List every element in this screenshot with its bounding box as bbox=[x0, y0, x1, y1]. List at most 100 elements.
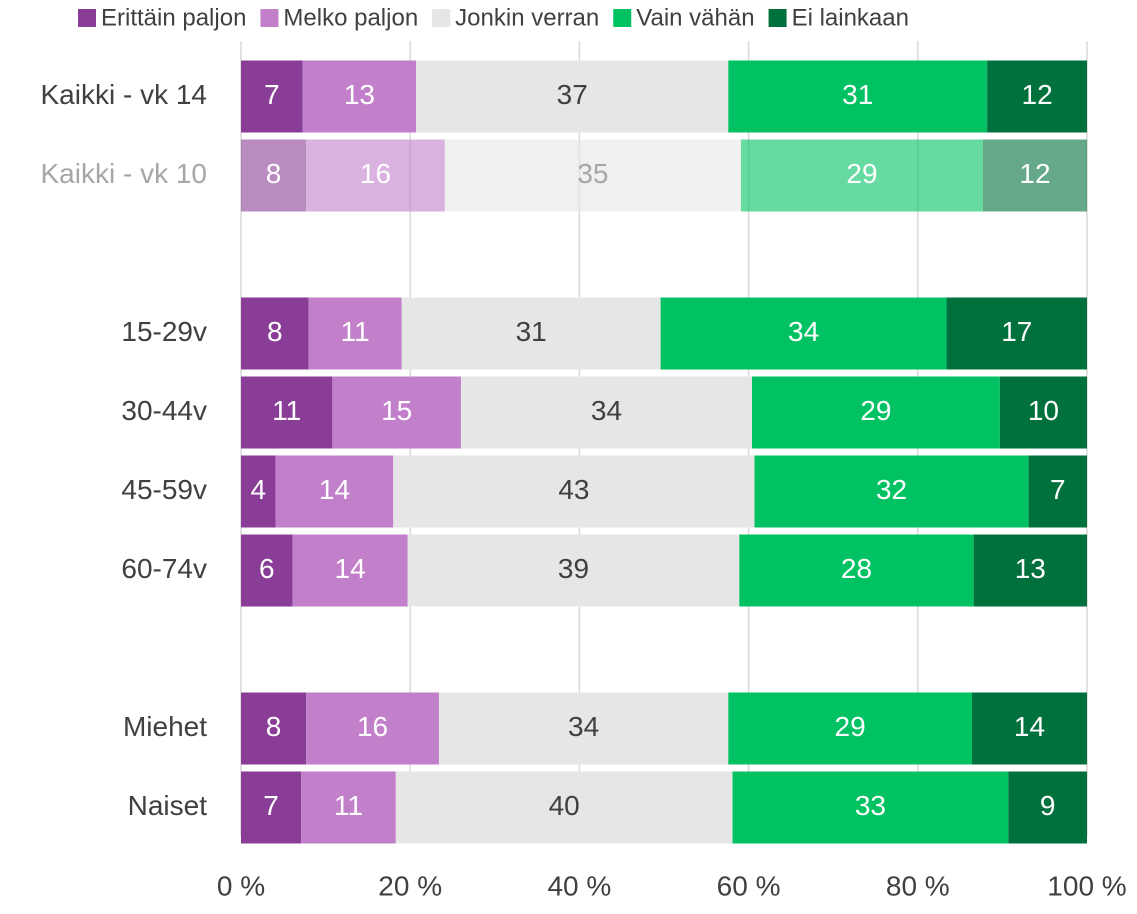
data-label: 43 bbox=[558, 474, 589, 505]
data-label: 40 bbox=[549, 790, 580, 821]
bar-segment bbox=[292, 534, 408, 607]
data-label: 11 bbox=[334, 790, 363, 821]
legend-swatch bbox=[613, 9, 632, 27]
bar-segment bbox=[982, 139, 1087, 212]
category-label: Kaikki - vk 14 bbox=[41, 79, 208, 110]
bar-segment bbox=[302, 60, 417, 133]
data-label: 14 bbox=[1014, 711, 1045, 742]
data-label: 14 bbox=[335, 553, 366, 584]
bar-segment bbox=[407, 534, 740, 607]
category-label: 60-74v bbox=[121, 553, 207, 584]
data-label: 7 bbox=[1050, 474, 1066, 505]
category-label: 15-29v bbox=[121, 316, 207, 347]
data-label: 29 bbox=[860, 395, 891, 426]
bar-segment bbox=[301, 771, 396, 844]
bar-segment bbox=[401, 297, 661, 370]
bar-segment bbox=[241, 455, 276, 528]
bar-segment bbox=[241, 139, 307, 212]
bar-segment bbox=[306, 692, 439, 765]
category-label: 45-59v bbox=[121, 474, 207, 505]
data-label: 32 bbox=[876, 474, 907, 505]
bar-segment bbox=[241, 534, 293, 607]
bar-segment bbox=[999, 376, 1087, 449]
data-label: 35 bbox=[577, 158, 608, 189]
category-label: Kaikki - vk 10 bbox=[41, 158, 208, 189]
bar-segment bbox=[332, 376, 461, 449]
x-tick-label: 80 % bbox=[886, 870, 950, 901]
bar-segment bbox=[241, 297, 309, 370]
bar-segment bbox=[395, 771, 733, 844]
legend-label: Melko paljon bbox=[283, 4, 418, 31]
data-label: 13 bbox=[1015, 553, 1046, 584]
bar-segment bbox=[241, 60, 303, 133]
data-label: 31 bbox=[842, 79, 873, 110]
data-label: 34 bbox=[568, 711, 599, 742]
data-label: 6 bbox=[259, 553, 275, 584]
category-label: 30-44v bbox=[121, 395, 207, 426]
data-label: 8 bbox=[266, 711, 282, 742]
bar-segment bbox=[444, 139, 741, 212]
data-label: 8 bbox=[266, 158, 282, 189]
bar-segment bbox=[241, 376, 333, 449]
data-label: 14 bbox=[319, 474, 350, 505]
data-label: 17 bbox=[1001, 316, 1032, 347]
x-tick-label: 40 % bbox=[547, 870, 611, 901]
bar-segment bbox=[739, 534, 974, 607]
bar-segment bbox=[1008, 771, 1087, 844]
bar-segment bbox=[751, 376, 1000, 449]
data-label: 8 bbox=[267, 316, 283, 347]
bar-segment bbox=[241, 771, 302, 844]
data-label: 15 bbox=[381, 395, 412, 426]
bar-segment bbox=[732, 771, 1009, 844]
bar-segment bbox=[438, 692, 729, 765]
data-label: 39 bbox=[558, 553, 589, 584]
data-label: 12 bbox=[1022, 79, 1053, 110]
legend-label: Vain vähän bbox=[636, 4, 754, 31]
legend-swatch bbox=[432, 9, 451, 27]
data-label: 33 bbox=[855, 790, 886, 821]
bar-segment bbox=[973, 534, 1087, 607]
data-label: 16 bbox=[357, 711, 388, 742]
data-label: 9 bbox=[1040, 790, 1056, 821]
data-label: 34 bbox=[788, 316, 819, 347]
bar-segment bbox=[275, 455, 394, 528]
data-label: 11 bbox=[272, 395, 301, 426]
data-label: 31 bbox=[516, 316, 547, 347]
data-label: 7 bbox=[263, 790, 279, 821]
x-tick-label: 0 % bbox=[217, 870, 265, 901]
legend-swatch bbox=[768, 9, 787, 27]
bar-segment bbox=[754, 455, 1029, 528]
x-tick-label: 60 % bbox=[717, 870, 781, 901]
legend-label: Erittäin paljon bbox=[101, 4, 246, 31]
x-tick-label: 20 % bbox=[378, 870, 442, 901]
data-label: 34 bbox=[591, 395, 622, 426]
bar-segment bbox=[987, 60, 1087, 133]
category-label: Miehet bbox=[123, 711, 207, 742]
data-label: 37 bbox=[557, 79, 588, 110]
legend-swatch bbox=[78, 9, 96, 27]
bar-segment bbox=[660, 297, 947, 370]
bar-segment bbox=[241, 692, 307, 765]
bar-segment bbox=[946, 297, 1087, 370]
bar-segment bbox=[306, 139, 445, 212]
data-label: 12 bbox=[1019, 158, 1050, 189]
data-label: 10 bbox=[1028, 395, 1059, 426]
data-label: 29 bbox=[835, 711, 866, 742]
bar-segment bbox=[416, 60, 729, 133]
data-label: 13 bbox=[344, 79, 375, 110]
bar-segment bbox=[393, 455, 755, 528]
bar-segment bbox=[1028, 455, 1087, 528]
data-label: 16 bbox=[360, 158, 391, 189]
data-label: 4 bbox=[251, 474, 267, 505]
bar-segment bbox=[728, 692, 972, 765]
bar-segment bbox=[460, 376, 752, 449]
category-label: Naiset bbox=[128, 790, 208, 821]
data-label: 29 bbox=[846, 158, 877, 189]
bar-segment bbox=[740, 139, 983, 212]
data-label: 28 bbox=[841, 553, 872, 584]
legend-label: Jonkin verran bbox=[455, 4, 599, 31]
legend-swatch bbox=[260, 9, 279, 27]
data-label: 11 bbox=[341, 316, 370, 347]
x-tick-label: 100 % bbox=[1047, 870, 1126, 901]
